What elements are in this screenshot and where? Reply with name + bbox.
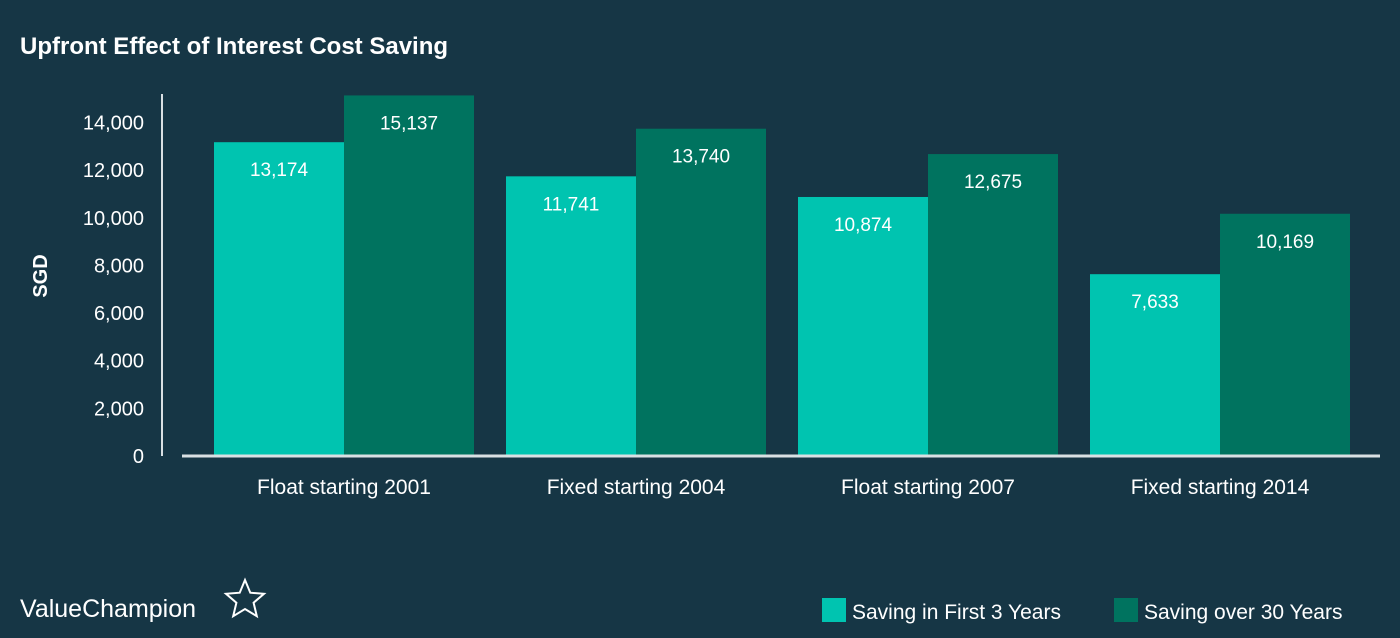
x-tick-label: Fixed starting 2004 xyxy=(547,476,726,499)
y-tick-label: 6,000 xyxy=(94,303,144,325)
y-tick-label: 8,000 xyxy=(94,255,144,277)
y-tick-label: 0 xyxy=(133,446,144,468)
y-tick-label: 4,000 xyxy=(94,351,144,373)
data-label: 12,675 xyxy=(964,172,1022,193)
x-tick-label: Float starting 2007 xyxy=(841,476,1015,499)
data-label: 15,137 xyxy=(380,113,438,134)
bars xyxy=(214,95,1350,457)
brand-name: ValueChampion xyxy=(20,595,196,623)
y-tick-label: 12,000 xyxy=(83,160,144,182)
legend-swatch xyxy=(1114,598,1138,622)
bar xyxy=(344,95,474,457)
data-label: 10,169 xyxy=(1256,232,1314,253)
x-tick-label: Float starting 2001 xyxy=(257,476,431,499)
data-label: 7,633 xyxy=(1131,292,1179,313)
bar xyxy=(928,154,1058,457)
y-tick-label: 10,000 xyxy=(83,208,144,230)
bar xyxy=(1220,213,1350,456)
data-label: 13,174 xyxy=(250,160,309,181)
x-tick-label: Fixed starting 2014 xyxy=(1131,476,1310,499)
bar xyxy=(636,128,766,456)
data-label: 10,874 xyxy=(834,215,893,236)
y-axis-label: SGD xyxy=(30,254,52,297)
bar xyxy=(506,176,636,456)
brand-logo: ValueChampion xyxy=(20,577,267,623)
x-axis-ticks: Float starting 2001 Fixed starting 2004 Fl… xyxy=(257,476,1310,499)
bar xyxy=(798,196,928,456)
legend-label: Saving in First 3 Years xyxy=(852,601,1061,624)
legend: Saving in First 3 Years Saving over 30 Ye… xyxy=(822,598,1342,624)
y-axis-ticks: 0 2,000 4,000 6,000 8,000 10,000 12,000 14,000 xyxy=(83,113,144,468)
bar xyxy=(1090,274,1220,456)
data-label: 11,741 xyxy=(543,194,600,215)
y-tick-label: 14,000 xyxy=(83,113,144,135)
chart-title: Upfront Effect of Interest Cost Saving xyxy=(20,33,448,60)
legend-label: Saving over 30 Years xyxy=(1144,601,1342,624)
y-tick-label: 2,000 xyxy=(94,398,144,420)
data-labels: 13,174 15,137 11,741 13,740 10,874 12,675 7,63… xyxy=(250,113,1314,313)
data-label: 13,740 xyxy=(672,147,730,168)
bar xyxy=(214,142,344,456)
star-outline-icon xyxy=(223,577,267,619)
legend-swatch xyxy=(822,598,846,622)
